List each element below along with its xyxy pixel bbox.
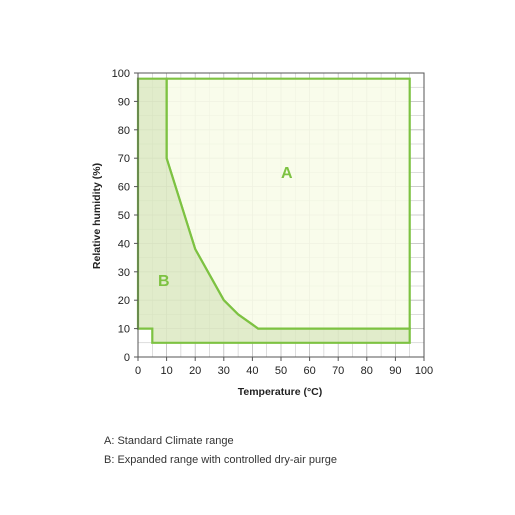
x-tick-label: 60 [303,365,315,377]
y-tick-label: 0 [124,352,130,364]
legend-entry-b: B: Expanded range with controlled dry-ai… [104,454,337,466]
x-tick-label: 80 [361,365,373,377]
x-tick-label: 40 [246,365,258,377]
x-tick-label: 50 [275,365,287,377]
x-tick-label: 70 [332,365,344,377]
x-tick-label: 30 [218,365,230,377]
axes: 0 10 20 30 40 50 60 70 80 90 100 0 10 20 30 40 50 60 70 80 9… [112,68,434,377]
y-tick-label: 60 [118,182,130,194]
y-tick-label: 40 [118,238,130,250]
x-tick-label: 0 [135,365,141,377]
y-tick-label: 70 [118,153,130,165]
y-tick-label: 10 [118,324,130,336]
labels: AB [158,165,293,290]
y-tick-label: 80 [118,125,130,137]
x-tick-label: 20 [189,365,201,377]
y-tick-label: 100 [112,68,130,80]
region-b [136,77,411,344]
legend-entry-a: A: Standard Climate range [104,435,234,447]
y-axis-title: Relative humidity (%) [91,163,103,269]
x-axis-title: Temperature (°C) [238,386,323,398]
y-tick-label: 20 [118,295,130,307]
y-tick-label: 90 [118,96,130,108]
region-label-a: A [281,165,293,182]
region-label-b: B [158,273,170,290]
y-tick-label: 30 [118,267,130,279]
y-tick-label: 50 [118,210,130,222]
x-tick-label: 90 [389,365,401,377]
regions [136,77,411,344]
x-tick-label: 100 [415,365,433,377]
x-tick-label: 10 [160,365,172,377]
